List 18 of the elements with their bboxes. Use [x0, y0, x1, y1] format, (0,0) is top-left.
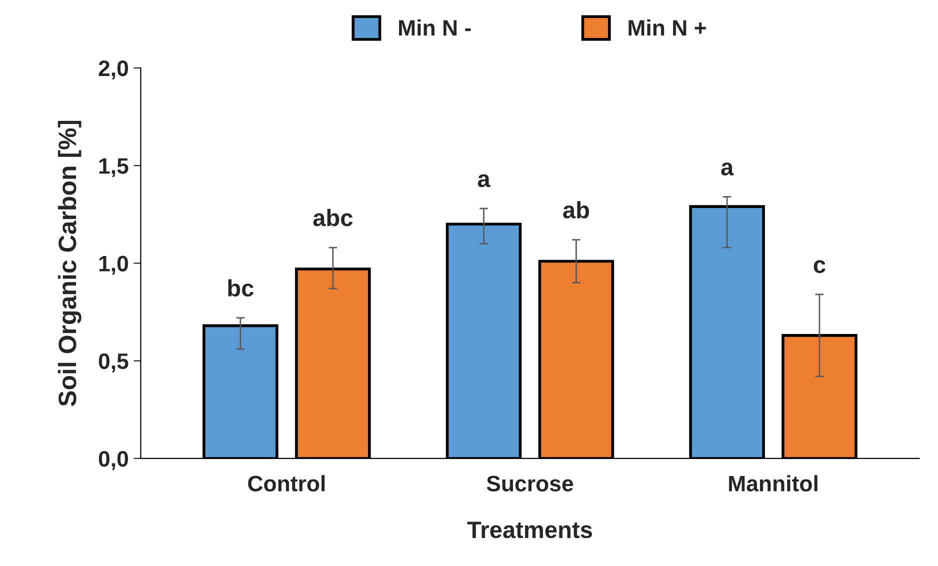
- data-label: bc: [228, 279, 254, 297]
- data-label: a: [721, 162, 734, 176]
- y-tick-label: 2,0: [98, 60, 128, 80]
- x-tick-label: Sucrose: [486, 476, 574, 492]
- y-axis-title: Soil Organic Carbon [%]: [58, 120, 82, 406]
- y-tick-label: 0,5: [98, 353, 128, 372]
- data-label: ab: [563, 201, 590, 218]
- data-label: abc: [313, 208, 353, 226]
- x-tick-label: Mannitol: [729, 475, 818, 492]
- data-label: a: [478, 174, 490, 188]
- y-tick-label: 1,5: [99, 158, 128, 178]
- x-axis-title: Treatments: [467, 522, 592, 538]
- y-tick-label: 0,0: [98, 450, 128, 470]
- legend-label: Min N -: [399, 19, 471, 36]
- y-tick-label: 1,0: [99, 256, 128, 275]
- legend-label: Min N +: [628, 19, 706, 36]
- x-tick-label: Control: [248, 475, 325, 492]
- data-label: c: [814, 260, 826, 274]
